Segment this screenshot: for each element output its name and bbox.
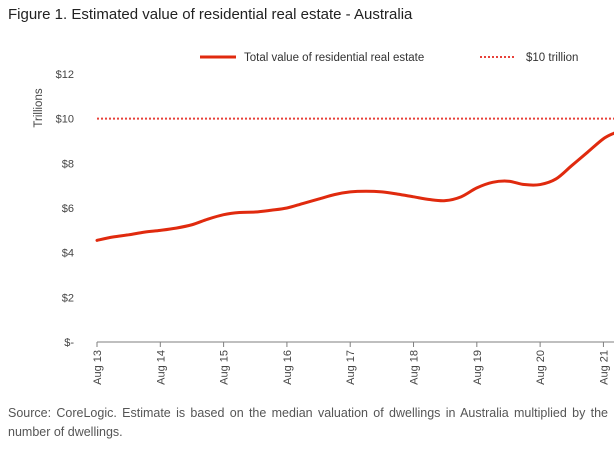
x-tick-label: Aug 18 (409, 350, 421, 385)
y-tick-label: $10 (56, 114, 74, 126)
y-tick-label: $12 (56, 69, 74, 81)
chart: Total value of residential real estate $… (33, 52, 614, 385)
legend: Total value of residential real estate $… (200, 52, 578, 64)
x-tick-label: Aug 13 (92, 350, 104, 385)
legend-label-total-value: Total value of residential real estate (244, 52, 424, 64)
x-tick-label: Aug 15 (219, 350, 231, 385)
y-tick-label: $4 (62, 248, 74, 260)
x-tick-label: Aug 14 (155, 350, 167, 385)
series-layer (95, 117, 614, 242)
x-tick-label: Aug 19 (472, 350, 484, 385)
y-tick-label: $2 (62, 292, 74, 304)
y-axis-label: Trillions (33, 88, 45, 127)
series-line-total-value (95, 131, 614, 242)
x-tick-label: Aug 21 (598, 350, 610, 385)
x-tick-label: Aug 17 (345, 350, 357, 385)
y-axis: $- $2 $4 $6 $8 $10 $12 (56, 69, 75, 349)
x-tick-label: Aug 16 (282, 350, 294, 385)
y-tick-label: $8 (62, 158, 74, 170)
x-axis: Aug 13 Aug 14 Aug 15 Aug 16 Aug 17 Aug 18 Aug … (92, 341, 614, 385)
x-tick-label: Aug 20 (535, 350, 547, 385)
legend-label-ten-trillion: $10 trillion (526, 52, 578, 64)
source-note: Source: CoreLogic. Estimate is based on … (8, 406, 608, 439)
y-tick-label: $- (64, 337, 74, 349)
y-tick-label: $6 (62, 203, 74, 215)
chart-title: Figure 1. Estimated value of residential… (8, 6, 413, 23)
